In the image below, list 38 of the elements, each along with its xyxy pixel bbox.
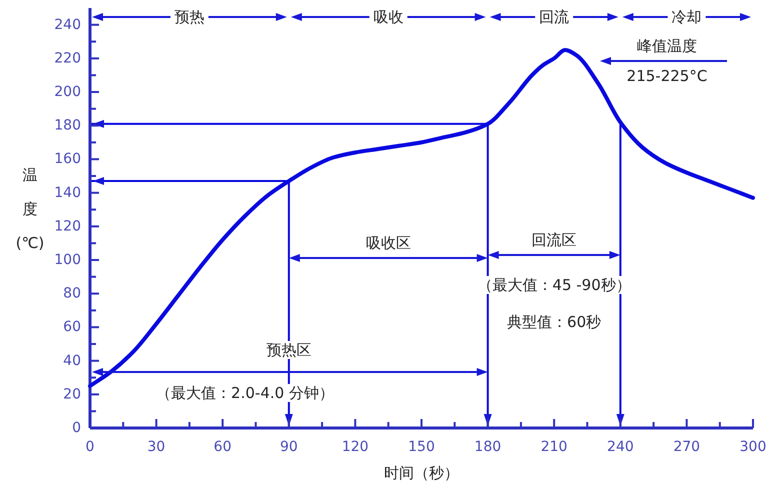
y-axis-title: 温度(℃) xyxy=(16,166,44,252)
y-tick-label: 20 xyxy=(63,386,81,402)
x-tick-label: 210 xyxy=(540,439,568,455)
annotation: 典型值：60秒 xyxy=(507,313,602,331)
x-tick-label: 150 xyxy=(408,439,435,455)
annotation: 回流 xyxy=(539,8,570,26)
x-tick-label: 270 xyxy=(673,439,700,455)
x-axis-title: 时间（秒） xyxy=(384,464,459,482)
y-tick-label: 40 xyxy=(63,352,81,369)
annotation: （最大值：2.0-4.0 分钟） xyxy=(156,384,334,402)
x-tick-label: 120 xyxy=(342,439,369,455)
y-tick-label: 200 xyxy=(54,84,81,100)
y-tick-label: 180 xyxy=(54,118,81,134)
y-tick-label: 100 xyxy=(54,252,81,268)
x-tick-label: 60 xyxy=(214,439,232,455)
annotation: （最大值：45 -90秒） xyxy=(477,276,631,294)
x-tick-label: 0 xyxy=(86,439,94,455)
annotation: 冷却 xyxy=(672,8,702,26)
y-tick-label: 0 xyxy=(72,420,81,436)
x-tick-label: 240 xyxy=(607,439,634,455)
x-tick-label: 90 xyxy=(280,439,298,455)
x-tick-label: 30 xyxy=(147,439,166,455)
annotation: 215-225°C xyxy=(626,67,708,85)
x-tick-label: 300 xyxy=(740,439,766,455)
annotation: 峰值温度 xyxy=(637,37,697,55)
y-tick-label: 120 xyxy=(54,218,81,234)
y-tick-label: 140 xyxy=(54,184,81,201)
y-tick-label: 220 xyxy=(54,50,81,66)
y-tick-label: 160 xyxy=(54,151,81,168)
y-tick-label: 80 xyxy=(63,286,81,302)
annotation: 吸收 xyxy=(373,8,404,26)
annotation: 回流区 xyxy=(532,231,577,249)
y-tick-label: 60 xyxy=(63,319,81,336)
annotation: 吸收区 xyxy=(366,234,411,252)
annotation: 预热 xyxy=(174,8,204,26)
y-tick-label: 240 xyxy=(54,16,81,33)
annotation: 预热区 xyxy=(266,341,312,359)
x-tick-label: 180 xyxy=(474,439,502,455)
